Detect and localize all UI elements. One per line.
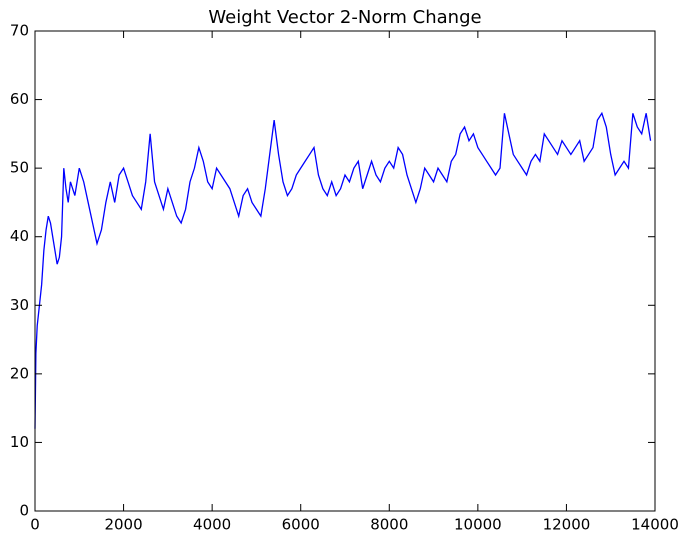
- y-tick-label: 60: [10, 90, 29, 108]
- y-tick-label: 30: [10, 296, 29, 314]
- x-tick-label: 4000: [193, 516, 231, 534]
- x-tick-label: 2000: [104, 516, 142, 534]
- y-tick-label: 70: [10, 22, 29, 40]
- x-tick-label: 12000: [543, 516, 591, 534]
- data-line: [34, 111, 652, 429]
- y-tick-label: 50: [10, 159, 29, 177]
- chart-title: Weight Vector 2-Norm Change: [208, 7, 481, 28]
- x-tick-label: 0: [30, 516, 40, 534]
- x-tick-label: 14000: [631, 516, 679, 534]
- x-tick-label: 6000: [282, 516, 320, 534]
- y-tick-label: 20: [10, 364, 29, 382]
- x-tick-label: 8000: [370, 516, 408, 534]
- y-tick-label: 40: [10, 227, 29, 245]
- x-tick-label: 10000: [454, 516, 502, 534]
- plot-frame: [34, 30, 656, 512]
- y-tick-label: 0: [19, 502, 29, 520]
- y-tick-label: 10: [10, 433, 29, 451]
